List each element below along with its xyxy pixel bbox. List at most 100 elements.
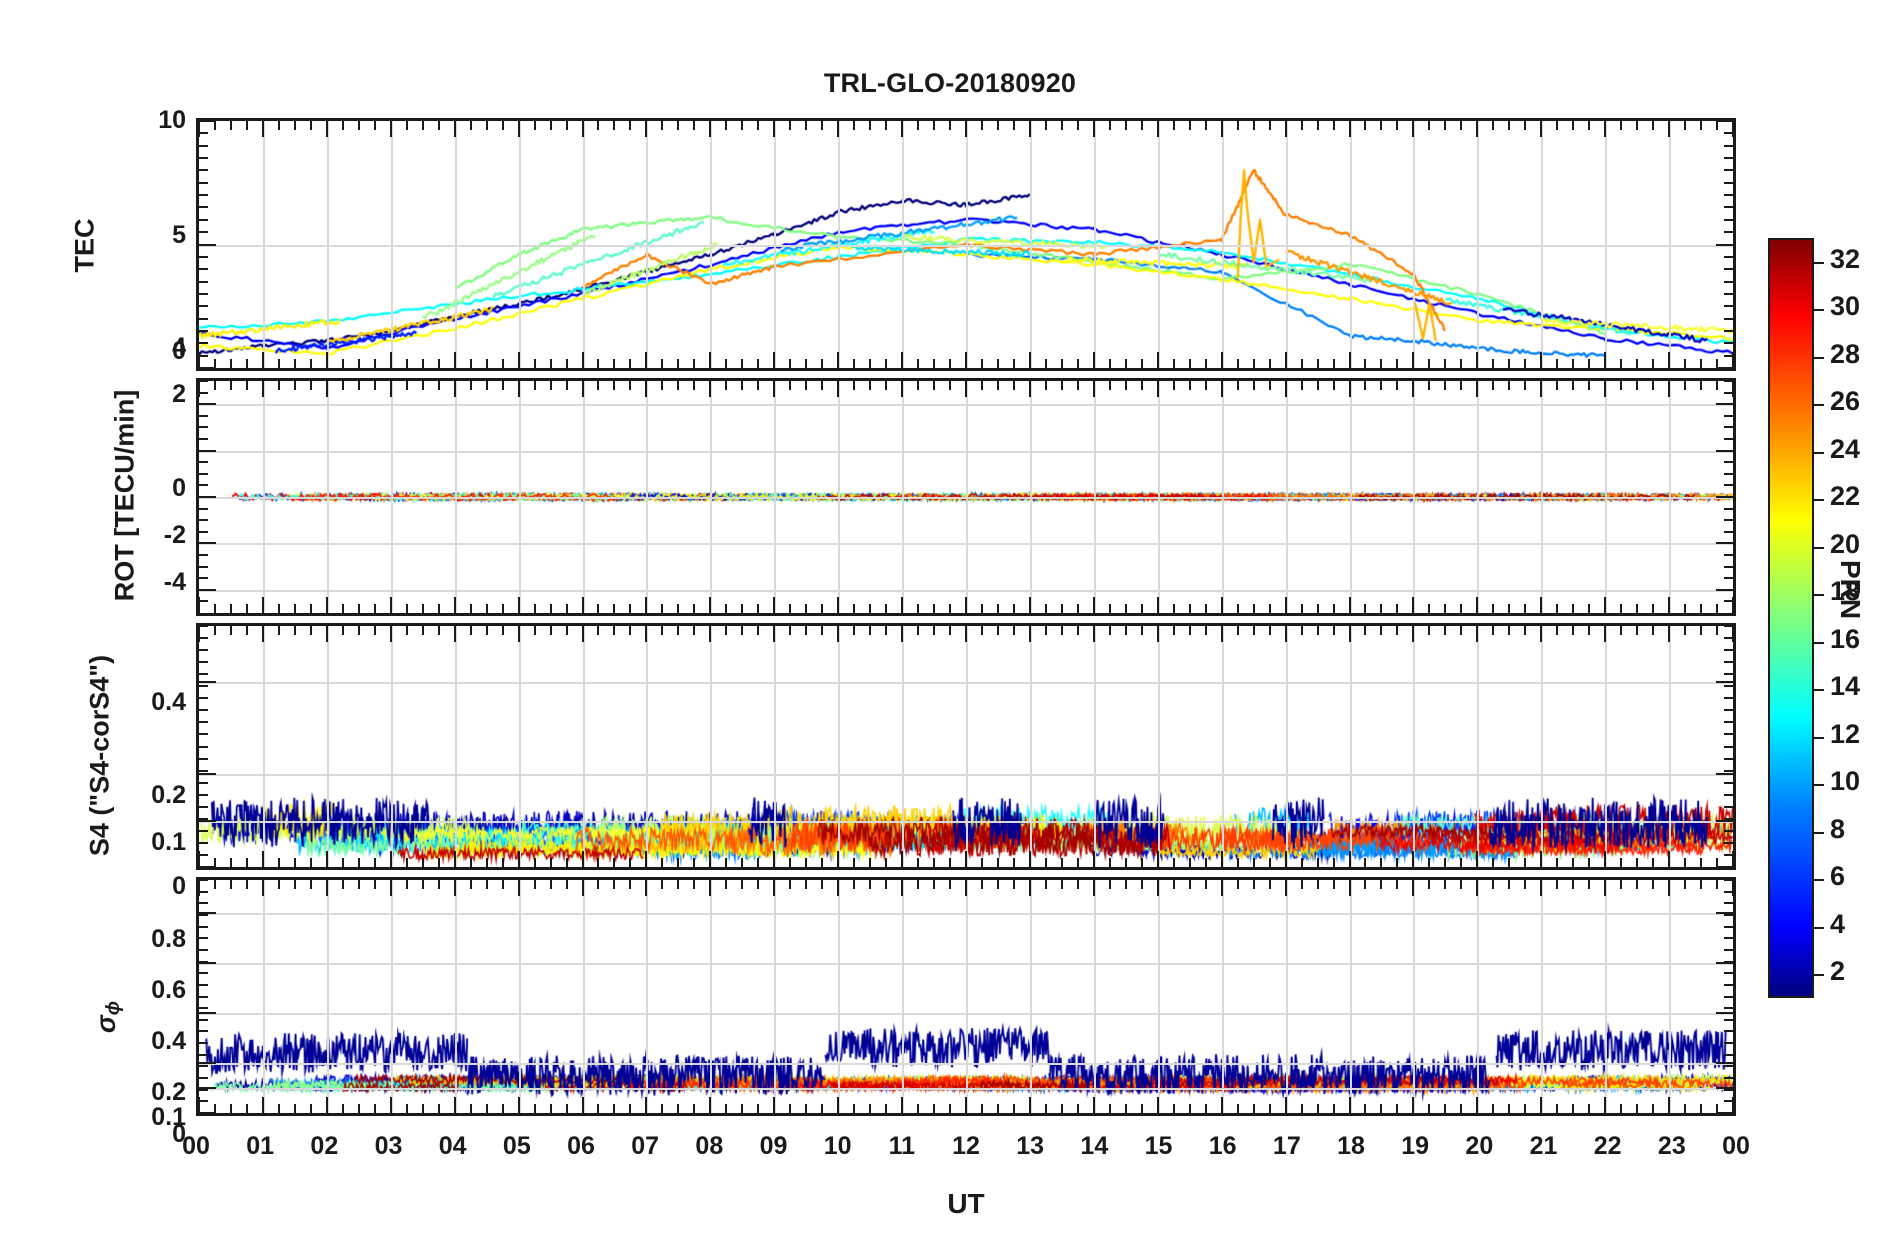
axis-minor-tick xyxy=(229,626,232,635)
axis-minor-tick xyxy=(341,381,344,390)
axis-tick xyxy=(1028,1097,1031,1113)
axis-minor-tick xyxy=(199,880,208,881)
axis-minor-tick xyxy=(1060,858,1063,867)
axis-minor-tick xyxy=(341,121,344,130)
axis-minor-tick xyxy=(1588,121,1591,130)
axis-tick xyxy=(837,1097,840,1113)
axis-tick xyxy=(837,626,840,642)
axis-minor-tick xyxy=(1684,604,1687,613)
colorbar-tick xyxy=(1814,309,1824,312)
axis-minor-tick xyxy=(1556,359,1559,368)
axis-minor-tick xyxy=(1652,880,1655,889)
axis-minor-tick xyxy=(597,626,600,635)
axis-tick xyxy=(1028,381,1031,397)
axis-minor-tick xyxy=(1300,121,1303,130)
colorbar-tick xyxy=(1814,831,1824,834)
axis-minor-tick xyxy=(421,880,424,889)
panel-sigma-phi-ylabel: σϕ xyxy=(91,957,125,1077)
axis-tick xyxy=(389,626,392,642)
axis-minor-tick xyxy=(1188,381,1191,390)
axis-minor-tick xyxy=(741,626,744,635)
axis-minor-tick xyxy=(1140,604,1143,613)
axis-minor-tick xyxy=(789,381,792,390)
axis-tick xyxy=(1476,352,1479,368)
axis-minor-tick xyxy=(933,604,936,613)
axis-minor-tick xyxy=(1460,604,1463,613)
axis-minor-tick xyxy=(1492,880,1495,889)
axis-tick xyxy=(1716,773,1733,776)
axis-minor-tick xyxy=(741,121,744,130)
gridline-v xyxy=(1221,626,1224,867)
gridline-v xyxy=(1605,880,1608,1113)
axis-tick xyxy=(1092,851,1095,867)
axis-minor-tick xyxy=(293,121,296,130)
axis-minor-tick xyxy=(533,858,536,867)
axis-tick xyxy=(261,626,264,642)
axis-minor-tick xyxy=(199,317,208,320)
axis-minor-tick xyxy=(1332,626,1335,635)
axis-minor-tick xyxy=(309,626,312,635)
gridline-v xyxy=(774,880,777,1113)
axis-minor-tick xyxy=(293,858,296,867)
axis-minor-tick xyxy=(677,1104,680,1113)
axis-minor-tick xyxy=(1012,858,1015,867)
axis-minor-tick xyxy=(1724,626,1733,627)
gridline-v xyxy=(838,880,841,1113)
gridline-v xyxy=(582,626,585,867)
axis-tick xyxy=(773,121,776,137)
axis-minor-tick xyxy=(1724,554,1733,556)
axis-tick xyxy=(199,911,216,914)
axis-tick xyxy=(517,626,520,642)
axis-minor-tick xyxy=(1204,626,1207,635)
axis-minor-tick xyxy=(1724,218,1733,221)
axis-tick xyxy=(773,381,776,397)
axis-minor-tick xyxy=(549,858,552,867)
axis-minor-tick xyxy=(1460,858,1463,867)
axis-minor-tick xyxy=(199,673,208,676)
x-tick-22: 22 xyxy=(1593,1132,1622,1160)
axis-tick xyxy=(389,880,392,896)
axis-minor-tick xyxy=(725,381,728,390)
gridline-v xyxy=(1029,626,1032,867)
axis-minor-tick xyxy=(1724,600,1733,603)
gridline-v xyxy=(1285,880,1288,1113)
axis-minor-tick xyxy=(1508,121,1511,130)
colorbar-tick-label-8: 8 xyxy=(1830,813,1846,844)
axis-minor-tick xyxy=(980,1104,983,1113)
axis-minor-tick xyxy=(1060,626,1063,635)
x-tick-19: 19 xyxy=(1401,1132,1430,1160)
axis-minor-tick xyxy=(1636,359,1639,368)
axis-minor-tick xyxy=(1444,626,1447,635)
axis-minor-tick xyxy=(1364,359,1367,368)
axis-tick xyxy=(645,121,648,137)
axis-tick xyxy=(581,851,584,867)
axis-tick xyxy=(1716,367,1733,368)
gridline-h xyxy=(199,1062,1733,1065)
axis-minor-tick xyxy=(1012,880,1015,889)
x-tick-5: 05 xyxy=(502,1132,531,1160)
axis-minor-tick xyxy=(1700,880,1703,889)
axis-minor-tick xyxy=(1508,880,1511,889)
axis-minor-tick xyxy=(199,144,208,147)
axis-minor-tick xyxy=(293,381,296,390)
axis-tick xyxy=(773,626,776,642)
axis-minor-tick xyxy=(1636,604,1639,613)
axis-minor-tick xyxy=(293,880,296,889)
axis-minor-tick xyxy=(869,858,872,867)
axis-minor-tick xyxy=(1716,858,1719,867)
axis-minor-tick xyxy=(1124,381,1127,390)
axis-minor-tick xyxy=(1396,1104,1399,1113)
axis-tick xyxy=(901,880,904,896)
axis-minor-tick xyxy=(437,858,440,867)
rot-ytick-0: 0 xyxy=(172,474,186,502)
axis-minor-tick xyxy=(1300,604,1303,613)
axis-minor-tick xyxy=(1428,1104,1431,1113)
axis-minor-tick xyxy=(1724,661,1733,664)
axis-minor-tick xyxy=(199,588,208,591)
axis-minor-tick xyxy=(789,858,792,867)
axis-minor-tick xyxy=(501,626,504,635)
axis-tick xyxy=(1156,1097,1159,1113)
axis-minor-tick xyxy=(980,381,983,390)
axis-minor-tick xyxy=(199,496,208,498)
axis-minor-tick xyxy=(1684,880,1687,889)
